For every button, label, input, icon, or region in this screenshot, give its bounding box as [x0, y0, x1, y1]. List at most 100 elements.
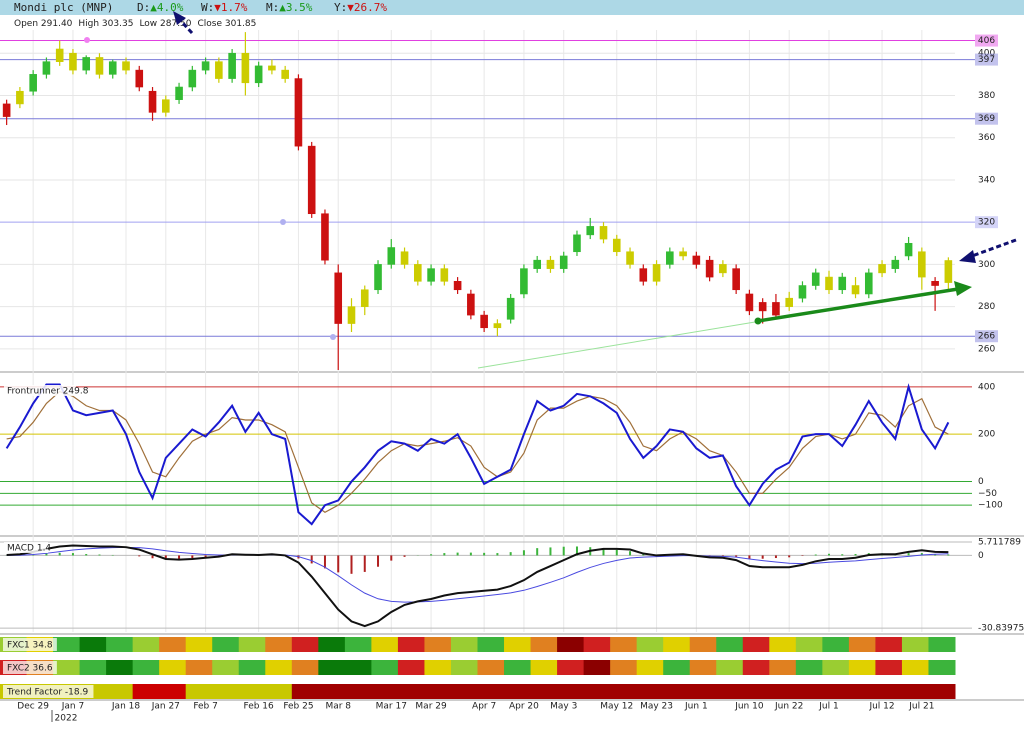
y-tick-label: 300: [978, 260, 995, 270]
heat-cell: [610, 637, 638, 652]
candle-body: [281, 69, 289, 79]
stat-change: ▲4.0%: [150, 1, 183, 14]
heat-cell: [318, 660, 346, 675]
ohlc-item: Low 287.50: [139, 19, 191, 29]
x-tick-label: Jan 27: [151, 702, 180, 712]
heat-cell: [583, 660, 611, 675]
heat-cell: [530, 684, 558, 699]
heat-cell: [344, 660, 372, 675]
candle-body: [599, 226, 608, 240]
heat-cell: [848, 637, 876, 652]
x-tick-label: Jan 18: [111, 702, 140, 712]
stat-label: Y:: [334, 1, 347, 14]
candle-body: [427, 268, 435, 282]
heat-cell: [238, 637, 266, 652]
heat-cell: [132, 660, 160, 675]
panel-borders: [0, 371, 1024, 701]
heat-cell: [610, 684, 638, 699]
candle-body: [175, 86, 183, 100]
annotations: [51, 11, 1017, 722]
candle-body: [42, 61, 51, 75]
candle-body: [944, 260, 953, 283]
candle-body: [347, 306, 356, 324]
level-label: 369: [978, 114, 995, 124]
heat-cell: [159, 637, 187, 652]
heat-cell: [504, 637, 532, 652]
heat-cell: [716, 637, 744, 652]
x-tick-label: May 23: [640, 702, 673, 712]
x-tick-label: Mar 17: [376, 702, 407, 712]
candle-body: [453, 281, 462, 291]
x-tick-label: May 3: [550, 702, 577, 712]
heat-cell: [901, 684, 929, 699]
candle-body: [334, 272, 343, 324]
x-tick-label: Jul 1: [818, 702, 838, 712]
stat-change: ▲3.5%: [279, 1, 312, 14]
candle-body: [440, 268, 449, 282]
heat-cell: [795, 637, 823, 652]
candle-body: [294, 78, 303, 147]
heat-cell: [822, 684, 850, 699]
ohlc-item: Open 291.40: [14, 19, 73, 29]
candle-body: [360, 289, 369, 307]
candle-body: [772, 302, 780, 316]
heat-cell: [822, 660, 850, 675]
candle-body: [705, 259, 714, 278]
x-tick-label: Dec 29: [17, 702, 49, 712]
heat-cell: [79, 637, 107, 652]
heat-cell: [610, 660, 638, 675]
candle-body: [480, 314, 488, 329]
y-tick-label: 380: [978, 91, 995, 101]
level-label: 397: [978, 55, 995, 65]
heat-cell: [557, 660, 585, 675]
panel-label: MACD 1.4: [7, 544, 51, 554]
signal-line: [6, 546, 949, 603]
heat-cell: [504, 660, 532, 675]
y-tick-label: −50: [978, 489, 997, 499]
heat-cell: [185, 660, 213, 675]
heat-cell: [291, 684, 319, 699]
heat-cell: [795, 660, 823, 675]
candle-body: [29, 74, 37, 92]
heat-cell: [106, 660, 134, 675]
candle-body: [666, 251, 674, 265]
heat-cell: [371, 660, 399, 675]
x-tick-label: Feb 7: [193, 702, 218, 712]
level-label: 266: [978, 332, 995, 342]
y-tick-label: 0: [978, 551, 984, 561]
heat-cell: [371, 637, 399, 652]
candle-body: [864, 272, 873, 295]
x-tick-label: Mar 8: [325, 702, 351, 712]
heat-cell: [265, 637, 293, 652]
heat-cell: [212, 637, 240, 652]
y-tick-label: 280: [978, 302, 995, 312]
heat-cell: [795, 684, 823, 699]
heat-cell: [238, 660, 266, 675]
candle-body: [2, 103, 11, 117]
heat-cell: [583, 684, 611, 699]
candle-body: [652, 264, 661, 282]
strip-label-bg: [3, 638, 57, 651]
candle-body: [692, 255, 701, 265]
x-tick-label: May 12: [600, 702, 633, 712]
candle-body: [719, 264, 727, 274]
x-tick-label: Feb 25: [283, 702, 313, 712]
heat-cell: [159, 684, 187, 699]
candle-body: [785, 297, 794, 307]
pointer-arrowhead: [959, 250, 976, 263]
heat-cell: [636, 660, 664, 675]
heat-cell: [875, 660, 903, 675]
heat-cell: [901, 637, 929, 652]
candle-body: [400, 251, 409, 265]
candle-body: [69, 52, 77, 71]
candle-body: [215, 61, 223, 79]
candle-body: [825, 276, 833, 291]
stat-change: ▼1.7%: [214, 1, 247, 14]
x-tick-label: Mar 29: [415, 702, 447, 712]
candle-body: [918, 251, 926, 278]
heat-cell: [742, 660, 770, 675]
heat-cell: [901, 660, 929, 675]
x-tick-label: Apr 20: [509, 702, 539, 712]
